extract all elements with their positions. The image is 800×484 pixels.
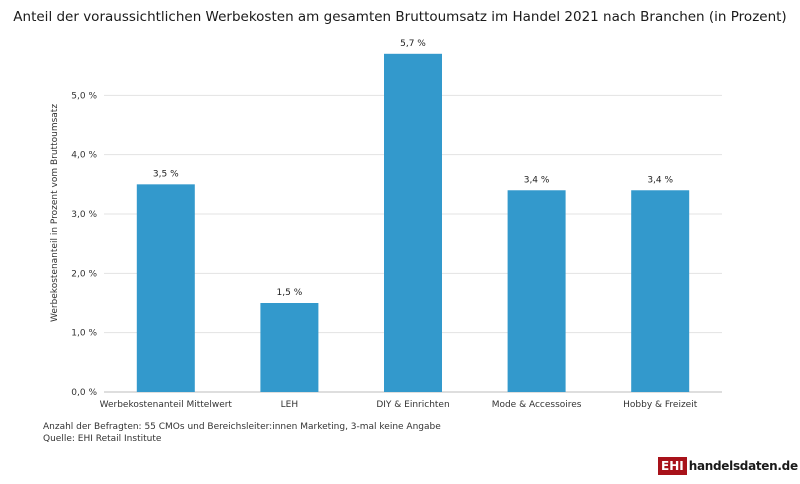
logo-mark: EHI xyxy=(658,457,687,475)
bar xyxy=(136,184,195,392)
y-tick-label: 1,0 % xyxy=(71,329,97,339)
value-labels: 3,5 % 1,5 % 5,7 % 3,4 % 3,4 % xyxy=(153,39,674,298)
x-tick-label: Werbekostenanteil Mittelwert xyxy=(100,400,233,410)
logo-text: handelsdaten.de xyxy=(688,459,798,473)
bar xyxy=(631,190,690,392)
y-tick-label: 2,0 % xyxy=(71,269,97,279)
y-tick-label: 4,0 % xyxy=(71,151,97,161)
bar-chart: 0,0 % 1,0 % 2,0 % 3,0 % 4,0 % 5,0 % 3,5 % 1,5 … xyxy=(50,39,722,410)
value-label: 3,4 % xyxy=(524,175,550,185)
ehi-logo: EHI handelsdaten.de xyxy=(658,457,798,475)
bar xyxy=(260,303,319,392)
bar xyxy=(507,190,566,392)
x-tick-label: Hobby & Freizeit xyxy=(623,400,698,410)
value-label: 3,5 % xyxy=(153,169,179,179)
y-axis-ticks: 0,0 % 1,0 % 2,0 % 3,0 % 4,0 % 5,0 % xyxy=(71,91,97,398)
footnote-source: Quelle: EHI Retail Institute xyxy=(43,434,162,444)
y-axis-label: Werbekostenanteil in Prozent vom Bruttou… xyxy=(50,104,60,322)
value-label: 3,4 % xyxy=(647,175,673,185)
y-tick-label: 3,0 % xyxy=(71,210,97,220)
footnote: Anzahl der Befragten: 55 CMOs und Bereic… xyxy=(43,421,441,445)
footnote-respondents: Anzahl der Befragten: 55 CMOs und Bereic… xyxy=(43,422,441,432)
y-tick-label: 5,0 % xyxy=(71,91,97,101)
bars xyxy=(136,53,690,393)
x-tick-label: DIY & Einrichten xyxy=(376,400,449,410)
bar xyxy=(384,53,442,393)
value-label: 1,5 % xyxy=(277,288,303,298)
value-label: 5,7 % xyxy=(400,39,426,49)
x-axis-ticks: Werbekostenanteil Mittelwert LEH DIY & Ein… xyxy=(100,400,698,410)
x-tick-label: Mode & Accessoires xyxy=(492,400,582,410)
chart-title: Anteil der voraussichtlichen Werbekosten… xyxy=(13,9,787,25)
x-tick-label: LEH xyxy=(281,400,298,410)
y-tick-label: 0,0 % xyxy=(71,388,97,398)
